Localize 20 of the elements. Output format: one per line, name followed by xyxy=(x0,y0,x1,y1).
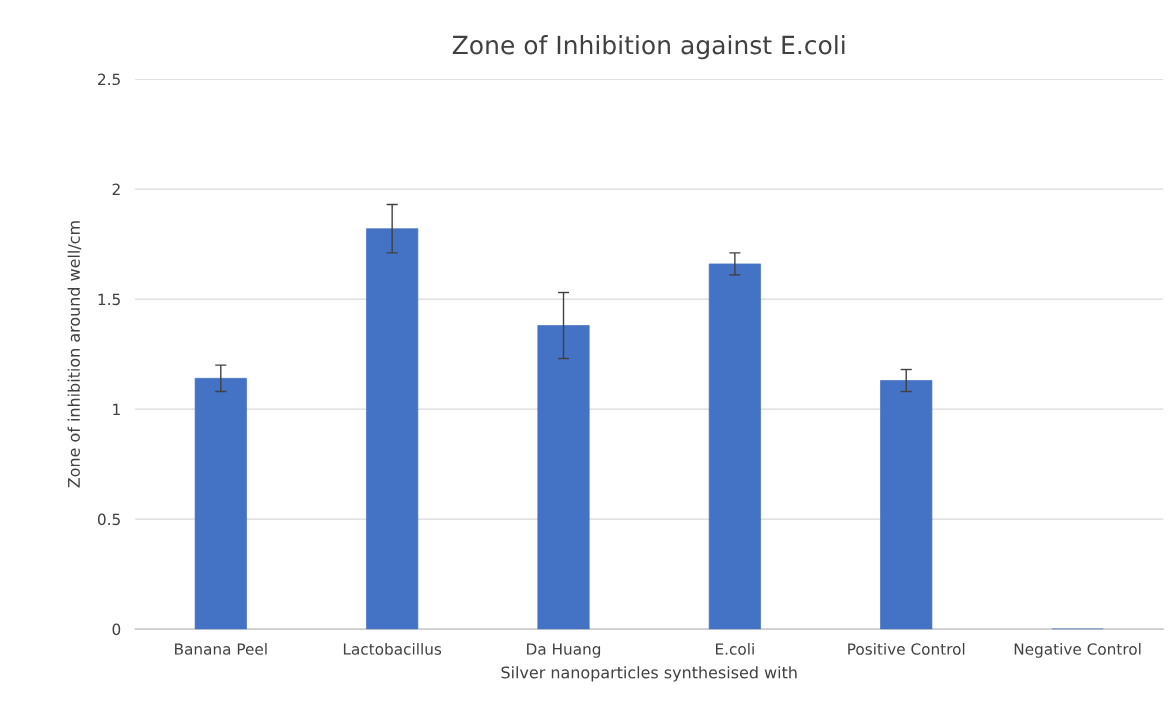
x-axis-title: Silver nanoparticles synthesised with xyxy=(501,666,797,682)
y-tick-label: 2 xyxy=(112,183,120,195)
y-tick-label: 0 xyxy=(112,623,121,636)
bar xyxy=(708,263,761,630)
chart-title: Zone of Inhibition against E.coli xyxy=(452,35,845,60)
bar xyxy=(537,325,590,630)
y-tick-label: 1.5 xyxy=(98,293,120,306)
x-tick-label: Da Huang xyxy=(527,643,601,658)
y-tick-label: 1 xyxy=(113,403,120,415)
x-tick-label: Positive Control xyxy=(848,643,965,655)
bar xyxy=(880,380,933,630)
y-tick-label: 0.5 xyxy=(97,513,120,526)
x-tick-label: E.coli xyxy=(715,643,754,655)
y-tick-label: 2.5 xyxy=(98,73,120,86)
x-tick-label: Banana Peel xyxy=(175,643,267,655)
bar xyxy=(366,228,419,630)
x-tick-label: Lactobacillus xyxy=(343,643,442,655)
bar xyxy=(194,377,247,630)
x-tick-label: Negative Control xyxy=(1014,643,1141,658)
y-axis-title: Zone of inhibition around well/cm xyxy=(67,221,82,488)
